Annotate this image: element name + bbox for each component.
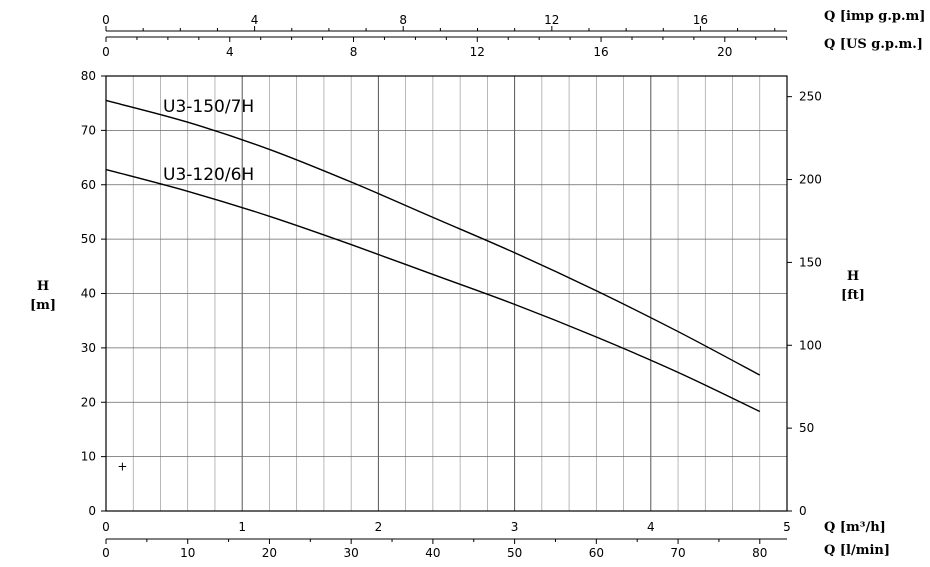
x-axis-label-m3h: Q [m³/h]: [824, 520, 886, 535]
y-right-tick-label: 150: [799, 255, 822, 269]
y-left-tick-label: 40: [81, 287, 96, 301]
x-imp-tick-label: 8: [399, 13, 407, 27]
x-lmin-tick-label: 40: [425, 546, 440, 560]
y-axis-right-label-symbol: H: [847, 269, 859, 284]
y-left-tick-label: 30: [81, 341, 96, 355]
y-right-tick-label: 50: [799, 421, 814, 435]
y-axis-right-label-unit: [ft]: [841, 288, 865, 303]
x-m3h-tick-label: 2: [375, 520, 383, 534]
y-left-tick-label: 10: [81, 450, 96, 464]
x-lmin-tick-label: 60: [589, 546, 604, 560]
y-right-tick-label: 100: [799, 338, 822, 352]
x-imp-tick-label: 16: [693, 13, 708, 27]
y-axis-left-label-unit: [m]: [30, 298, 56, 313]
x-lmin-tick-label: 80: [752, 546, 767, 560]
series-label-u3-150-7h: U3-150/7H: [163, 97, 254, 117]
x-us-tick-label: 0: [102, 45, 110, 59]
series-line-u3-150-7h: [105, 99, 761, 376]
x-imp-tick-label: 0: [102, 13, 110, 27]
grid: [106, 76, 787, 511]
x-lmin-tick-label: 10: [180, 546, 195, 560]
x-us-tick-label: 20: [717, 45, 732, 59]
x-axis-label-lmin: Q [l/min]: [824, 543, 890, 558]
x-lmin-tick-label: 20: [262, 546, 277, 560]
x-us-tick-label: 12: [470, 45, 485, 59]
x-us-tick-label: 16: [593, 45, 608, 59]
x-us-tick-label: 8: [350, 45, 358, 59]
series: +: [105, 99, 761, 474]
x-m3h-tick-label: 5: [783, 520, 791, 534]
y-left-tick-label: 60: [81, 178, 96, 192]
x-us-tick-label: 4: [226, 45, 234, 59]
y-left-tick-label: 80: [81, 69, 96, 83]
top-imp-axis-label: Q [imp g.p.m]: [824, 9, 925, 24]
x-lmin-tick-label: 50: [507, 546, 522, 560]
y-right-tick-label: 200: [799, 173, 822, 187]
x-m3h-tick-label: 4: [647, 520, 655, 534]
x-m3h-tick-label: 0: [102, 520, 110, 534]
x-lmin-tick-label: 30: [344, 546, 359, 560]
x-lmin-tick-label: 0: [102, 546, 110, 560]
y-right-tick-label: 0: [799, 504, 807, 518]
top-us-axis-label: Q [US g.p.m.]: [824, 37, 923, 52]
series-label-u3-120-6h: U3-120/6H: [163, 165, 254, 185]
y-right-tick-label: 250: [799, 90, 822, 104]
y-left-tick-label: 0: [88, 504, 96, 518]
y-left-tick-label: 20: [81, 395, 96, 409]
annotation-marker: +: [117, 460, 127, 474]
y-axis-left-label-symbol: H: [37, 279, 49, 294]
x-m3h-tick-label: 1: [238, 520, 246, 534]
y-left-tick-label: 50: [81, 232, 96, 246]
x-lmin-tick-label: 70: [670, 546, 685, 560]
series-line-u3-120-6h: [105, 168, 761, 413]
x-m3h-tick-label: 3: [511, 520, 519, 534]
y-left-tick-label: 70: [81, 123, 96, 137]
x-imp-tick-label: 12: [544, 13, 559, 27]
x-imp-tick-label: 4: [251, 13, 259, 27]
